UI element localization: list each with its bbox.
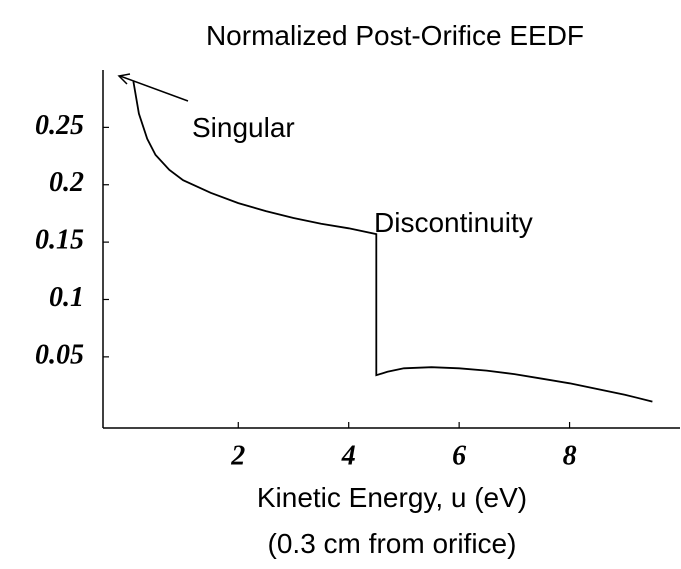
x-axis-label: Kinetic Energy, u (eV) bbox=[257, 482, 527, 513]
x-axis-note: (0.3 cm from orifice) bbox=[268, 528, 517, 559]
x-tick-label: 4 bbox=[341, 440, 356, 471]
y-tick-label: 0.15 bbox=[35, 225, 84, 256]
data-line bbox=[132, 81, 653, 403]
y-tick-label: 0.05 bbox=[35, 339, 84, 370]
annotation: Singular bbox=[192, 112, 295, 143]
y-tick-label: 0.2 bbox=[49, 167, 84, 198]
chart-title: Normalized Post-Orifice EEDF bbox=[206, 20, 584, 51]
annotation: Discontinuity bbox=[374, 207, 533, 238]
y-tick-label: 0.1 bbox=[49, 282, 84, 313]
annotation-arrow bbox=[119, 75, 189, 102]
y-tick-label: 0.25 bbox=[35, 110, 84, 141]
x-tick-label: 6 bbox=[452, 440, 466, 471]
x-tick-label: 8 bbox=[563, 440, 577, 471]
arrow-head bbox=[117, 73, 131, 85]
x-tick-label: 2 bbox=[230, 440, 245, 471]
